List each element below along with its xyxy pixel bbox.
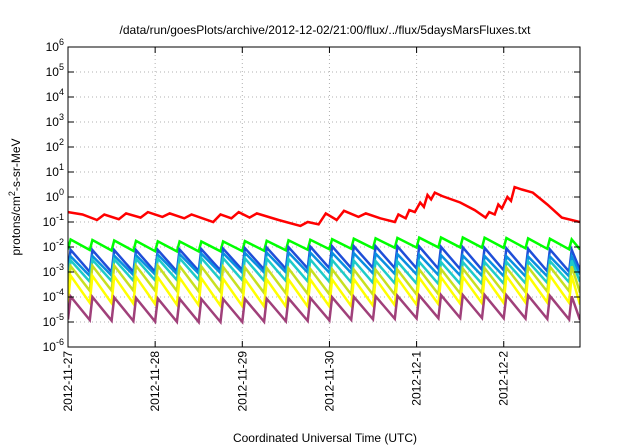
y-tick-label: 101: [46, 162, 64, 179]
x-tick-label: 2012-11-28: [148, 351, 162, 412]
y-tick-label: 102: [46, 137, 64, 154]
y-tick-label: 10-3: [43, 262, 64, 279]
y-tick-label: 106: [46, 37, 64, 54]
x-tick-label: 2012-11-29: [235, 351, 249, 412]
chart-title: /data/run/goesPlots/archive/2012-12-02/2…: [120, 23, 532, 37]
x-axis: 2012-11-27 2012-11-28 2012-11-29 2012-11-30…: [61, 47, 511, 412]
y-axis-title: protons/cm2-s-sr-MeV: [7, 138, 23, 255]
y-tick-label: 10-4: [43, 287, 64, 304]
x-tick-label: 2012-11-27: [61, 351, 75, 412]
series-line-7: [68, 291, 580, 326]
x-tick-label: 2012-11-30: [322, 351, 336, 412]
x-tick-label: 2012-12-2: [497, 351, 511, 406]
series-line-0: [68, 185, 580, 228]
x-axis-title: Coordinated Universal Time (UTC): [233, 431, 417, 445]
y-tick-label: 104: [46, 87, 64, 104]
y-tick-label: 10-6: [43, 337, 64, 354]
series-line-1: [68, 235, 580, 254]
y-tick-label: 10-5: [43, 312, 64, 329]
y-tick-label: 10-1: [43, 212, 64, 229]
series-line-6: [68, 272, 580, 310]
y-tick-label: 103: [46, 112, 64, 129]
y-tick-label: 10-2: [43, 237, 64, 254]
y-tick-label: 105: [46, 62, 64, 79]
x-tick-label: 2012-12-1: [410, 351, 424, 406]
y-tick-label: 100: [46, 187, 64, 204]
y-axis: 10-6 10-5 10-4 10-3 10-2 10-1 100 101 102 103 104 1…: [43, 37, 580, 354]
series-layer: [68, 185, 580, 326]
